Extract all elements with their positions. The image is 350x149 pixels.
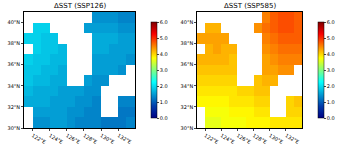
svg-text:3.0: 3.0	[160, 67, 168, 73]
svg-text:122°E: 122°E	[203, 132, 219, 145]
svg-text:40°N: 40°N	[7, 19, 20, 25]
svg-text:128°E: 128°E	[252, 132, 268, 145]
svg-text:30°N: 30°N	[7, 125, 20, 131]
svg-text:32°N: 32°N	[181, 104, 194, 110]
svg-text:2.0: 2.0	[327, 83, 335, 89]
svg-text:1.0: 1.0	[327, 99, 335, 105]
svg-text:34°N: 34°N	[181, 83, 194, 89]
svg-text:6.0: 6.0	[160, 19, 168, 25]
svg-text:0.0: 0.0	[160, 115, 168, 121]
svg-text:38°N: 38°N	[7, 40, 20, 46]
svg-text:122°E: 122°E	[31, 132, 47, 145]
svg-text:32°N: 32°N	[7, 104, 20, 110]
svg-text:130°E: 130°E	[268, 132, 284, 145]
svg-text:130°E: 130°E	[99, 132, 115, 145]
svg-text:4.0: 4.0	[327, 51, 335, 57]
svg-text:ΔSST (SSP126): ΔSST (SSP126)	[54, 2, 106, 10]
svg-text:36°N: 36°N	[7, 61, 20, 67]
svg-text:124°E: 124°E	[220, 132, 236, 145]
svg-text:124°E: 124°E	[48, 132, 64, 145]
svg-text:4.0: 4.0	[160, 51, 168, 57]
svg-text:0.0: 0.0	[327, 115, 335, 121]
svg-text:132°E: 132°E	[116, 132, 132, 145]
svg-text:ΔSST (SSP585): ΔSST (SSP585)	[224, 2, 276, 10]
svg-text:34°N: 34°N	[7, 83, 20, 89]
svg-text:132°E: 132°E	[284, 132, 300, 145]
svg-text:6.0: 6.0	[327, 19, 335, 25]
svg-text:40°N: 40°N	[181, 19, 194, 25]
svg-text:1.0: 1.0	[160, 99, 168, 105]
svg-text:5.0: 5.0	[327, 35, 335, 41]
svg-text:126°E: 126°E	[236, 132, 252, 145]
svg-text:128°E: 128°E	[82, 132, 98, 145]
svg-text:30°N: 30°N	[181, 125, 194, 131]
svg-text:3.0: 3.0	[327, 67, 335, 73]
svg-text:126°E: 126°E	[65, 132, 81, 145]
svg-text:38°N: 38°N	[181, 40, 194, 46]
svg-text:5.0: 5.0	[160, 35, 168, 41]
svg-text:36°N: 36°N	[181, 61, 194, 67]
svg-text:2.0: 2.0	[160, 83, 168, 89]
